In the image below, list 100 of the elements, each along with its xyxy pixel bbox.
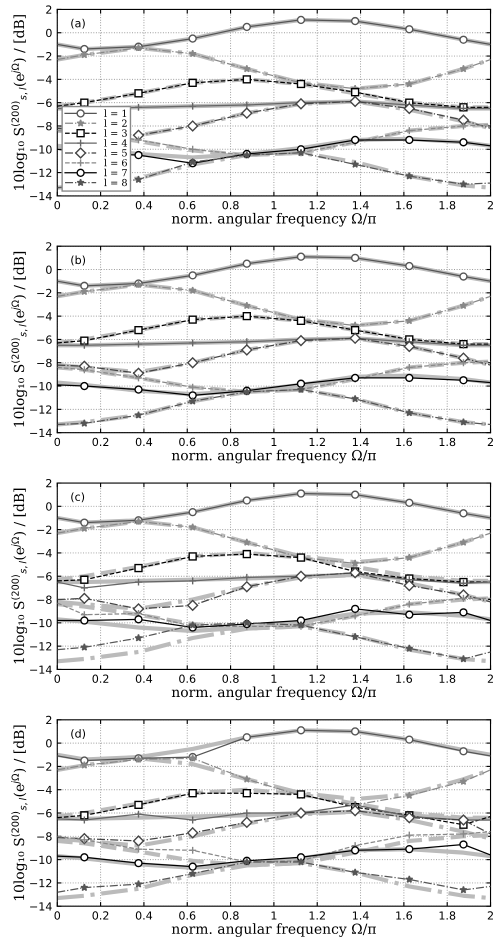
- x-tick-label: 1.2: [310, 911, 325, 920]
- y-tick-label: −10: [30, 145, 52, 154]
- x-tick-label: 1.2: [310, 200, 325, 210]
- y-tick-label: −8: [37, 358, 52, 368]
- x-tick-label: 1.4: [352, 438, 369, 446]
- y-tick-label: −12: [30, 642, 52, 650]
- legend-label: l = 2: [104, 119, 127, 127]
- legend-label: l = 8: [104, 178, 127, 186]
- x-tick-label: 0.8: [222, 438, 239, 446]
- x-axis-title: norm. angular frequency Ω/π: [172, 212, 376, 227]
- x-axis-title: norm. angular frequency Ω/π: [172, 450, 376, 464]
- y-tick-label: −2: [37, 288, 52, 298]
- x-tick-label: 0.8: [222, 911, 239, 920]
- x-tick-label: 0.6: [179, 911, 196, 920]
- x-tick-label: 0.6: [179, 438, 196, 446]
- y-tick-label: −12: [30, 878, 52, 888]
- y-axis-title: 10log₁₀ S$^{(200)}$$_{s,l}$(e$^{jΩ}$) / [dB]: [11, 488, 28, 664]
- x-tick-label: 0.2: [92, 200, 108, 210]
- y-tick-label: −2: [37, 762, 52, 771]
- x-tick-label: 0.2: [92, 674, 108, 683]
- y-tick-label: −6: [37, 572, 52, 581]
- x-tick-label: 0.8: [222, 674, 239, 683]
- x-tick-label: 0: [54, 200, 60, 210]
- x-tick-label: 0.6: [179, 200, 196, 210]
- y-tick-label: −4: [37, 549, 52, 558]
- x-tick-label: 1.8: [440, 911, 456, 920]
- legend-label: l = 5: [104, 149, 127, 157]
- x-tick-label: 1: [272, 674, 276, 683]
- y-tick-label: −14: [30, 428, 52, 437]
- y-tick-label: −6: [37, 808, 52, 818]
- y-tick-label: 0: [46, 28, 52, 38]
- y-axis-title: 10log₁₀ S$^{(200)}$$_{s,l}$(e$^{jΩ}$) / [dB]: [11, 252, 28, 427]
- x-tick-label: 0.6: [179, 674, 196, 683]
- y-tick-label: 2: [46, 478, 52, 488]
- y-tick-label: −8: [37, 122, 52, 130]
- x-axis-title: norm. angular frequency Ω/π: [172, 686, 376, 700]
- x-tick-label: 1.8: [440, 438, 456, 446]
- y-tick-label: −2: [37, 526, 52, 534]
- y-tick-label: −2: [37, 52, 52, 60]
- x-tick-label: 2: [488, 438, 493, 446]
- y-tick-label: 2: [46, 5, 52, 14]
- y-tick-label: 0: [46, 266, 52, 274]
- x-tick-label: 0.2: [92, 911, 108, 920]
- x-tick-label: 1.6: [396, 438, 412, 446]
- y-tick-label: −8: [37, 596, 52, 604]
- legend-label: l = 3: [104, 129, 127, 137]
- text: (a): [71, 18, 85, 29]
- y-tick-label: −6: [37, 98, 52, 108]
- x-axis-title: norm. angular frequency Ω/π: [172, 923, 376, 937]
- text: (b): [71, 256, 86, 266]
- y-tick-label: −14: [30, 192, 52, 200]
- legend-label: l = 4: [104, 139, 128, 147]
- legend-label: l = 1: [104, 109, 126, 117]
- legend-label: l = 6: [104, 158, 127, 166]
- text: (d): [71, 729, 86, 740]
- x-tick-label: 1.4: [352, 674, 369, 683]
- x-tick-label: 2: [488, 911, 493, 920]
- y-tick-label: −4: [37, 312, 52, 320]
- x-tick-label: 1.6: [396, 200, 412, 210]
- x-tick-label: 1.4: [352, 911, 369, 920]
- x-tick-label: 1.6: [396, 911, 412, 920]
- x-tick-label: 1: [272, 438, 276, 446]
- y-tick-label: −10: [30, 856, 52, 864]
- y-tick-label: −10: [30, 618, 52, 628]
- x-tick-label: 1.6: [396, 674, 412, 683]
- x-tick-label: 2: [488, 200, 493, 210]
- x-tick-label: 2: [488, 674, 493, 683]
- x-tick-label: 1.2: [310, 674, 325, 683]
- y-tick-label: −6: [37, 335, 52, 344]
- x-tick-label: 1: [272, 911, 276, 920]
- y-tick-label: 2: [46, 716, 52, 724]
- y-tick-label: 0: [46, 739, 52, 748]
- y-tick-label: −4: [37, 75, 52, 84]
- y-tick-label: −8: [37, 832, 52, 841]
- x-tick-label: 0.4: [136, 438, 152, 446]
- x-tick-label: 0.8: [222, 200, 239, 210]
- y-axis-title: 10log₁₀ S$^{(200)}$$_{s,l}$(e$^{jΩ}$) / [dB]: [11, 725, 28, 900]
- x-tick-label: 1.8: [440, 200, 456, 210]
- y-tick-label: 2: [46, 242, 52, 250]
- y-tick-label: 0: [46, 502, 52, 511]
- x-tick-label: 1.8: [440, 674, 456, 683]
- y-tick-label: −12: [30, 405, 52, 414]
- x-tick-label: 0.2: [92, 438, 108, 446]
- x-tick-label: 0.4: [136, 200, 152, 210]
- x-tick-label: 1: [272, 201, 276, 210]
- legend-label: l = 7: [104, 168, 127, 176]
- x-tick-label: 0: [54, 674, 60, 683]
- x-tick-label: 1.4: [352, 201, 369, 210]
- x-tick-label: 1.2: [310, 438, 325, 446]
- x-tick-label: 0.4: [136, 911, 152, 920]
- text: (c): [71, 492, 84, 502]
- y-tick-label: −4: [37, 786, 52, 794]
- y-tick-label: −14: [30, 666, 52, 674]
- y-tick-label: −14: [30, 902, 52, 910]
- x-tick-label: 0.4: [136, 674, 152, 683]
- x-tick-label: 0: [54, 438, 60, 446]
- x-tick-label: 0: [54, 911, 60, 920]
- y-tick-label: −10: [30, 382, 52, 390]
- y-axis-title: 10log₁₀ S$^{(200)}$$_{s,l}$(e$^{jΩ}$) / [dB]: [11, 15, 28, 190]
- y-tick-label: −12: [30, 168, 52, 177]
